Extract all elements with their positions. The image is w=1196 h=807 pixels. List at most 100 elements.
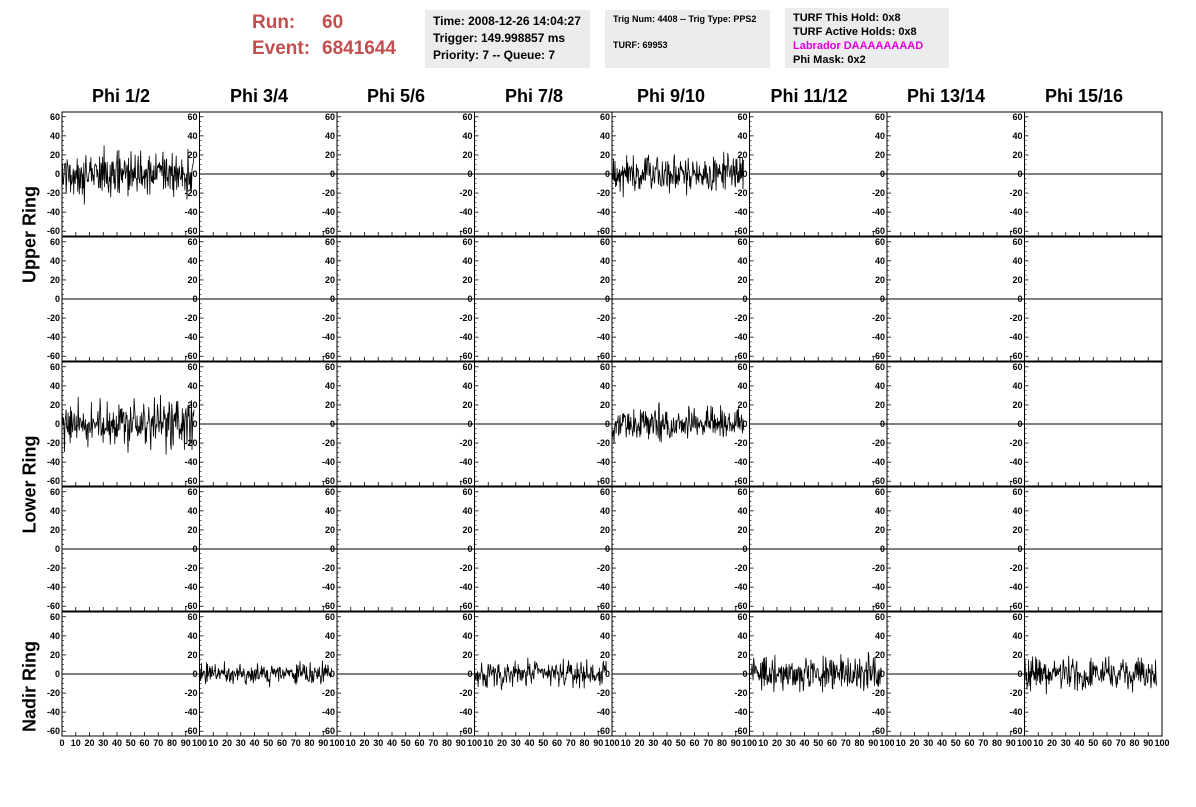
- y-tick-label: -40: [459, 582, 472, 592]
- x-tick-label: 50: [951, 738, 961, 748]
- turf-active-text: TURF Active Holds: 0x8: [793, 26, 917, 38]
- x-tick-label: 80: [1129, 738, 1139, 748]
- y-tick-label: -40: [47, 457, 60, 467]
- x-tick-label: 70: [153, 738, 163, 748]
- y-tick-label: -20: [184, 313, 197, 323]
- y-tick-label: -60: [322, 601, 335, 611]
- x-tick-label: 90: [731, 738, 741, 748]
- y-tick-label: -20: [184, 688, 197, 698]
- y-tick-label: -40: [322, 457, 335, 467]
- y-tick-label: -60: [597, 601, 610, 611]
- x-tick-label: 70: [566, 738, 576, 748]
- y-tick-label: -20: [47, 438, 60, 448]
- y-tick-label: 0: [742, 419, 747, 429]
- y-tick-label: -20: [184, 563, 197, 573]
- y-tick-label: 40: [737, 256, 747, 266]
- x-tick-label: 40: [662, 738, 672, 748]
- y-tick-label: -60: [1009, 476, 1022, 486]
- waveform-trace: [611, 402, 745, 444]
- y-tick-label: -20: [872, 563, 885, 573]
- y-tick-label: 0: [742, 294, 747, 304]
- y-tick-label: 60: [325, 612, 335, 622]
- y-tick-label: 20: [875, 400, 885, 410]
- y-tick-label: -20: [734, 313, 747, 323]
- y-tick-label: -60: [459, 226, 472, 236]
- y-tick-label: -60: [47, 476, 60, 486]
- y-tick-label: -40: [47, 582, 60, 592]
- y-tick-label: 60: [875, 362, 885, 372]
- y-tick-label: 20: [875, 650, 885, 660]
- x-tick-label: 90: [593, 738, 603, 748]
- y-tick-label: 0: [1017, 544, 1022, 554]
- y-tick-label: 40: [325, 381, 335, 391]
- y-tick-label: -20: [322, 438, 335, 448]
- col-header-phi-15-16: Phi 15/16: [1044, 86, 1124, 106]
- y-tick-label: -60: [47, 226, 60, 236]
- y-tick-label: 40: [187, 631, 197, 641]
- x-tick-label: 30: [923, 738, 933, 748]
- x-tick-label: 60: [1102, 738, 1112, 748]
- x-tick-label: 30: [98, 738, 108, 748]
- y-tick-label: 60: [600, 237, 610, 247]
- y-tick-label: -40: [872, 582, 885, 592]
- x-tick-label: 70: [428, 738, 438, 748]
- x-tick-label: 0: [59, 738, 64, 748]
- y-tick-label: 0: [192, 669, 197, 679]
- y-tick-label: -20: [459, 438, 472, 448]
- y-tick-label: 40: [50, 131, 60, 141]
- y-tick-label: -60: [184, 601, 197, 611]
- y-tick-label: 20: [737, 525, 747, 535]
- y-tick-label: -40: [872, 332, 885, 342]
- y-tick-label: 0: [605, 294, 610, 304]
- x-tick-label: 20: [222, 738, 232, 748]
- x-tick-label: 40: [937, 738, 947, 748]
- y-tick-label: 60: [600, 362, 610, 372]
- y-tick-label: 40: [875, 381, 885, 391]
- y-tick-label: 60: [737, 237, 747, 247]
- x-tick-label: 60: [827, 738, 837, 748]
- x-tick-label: 70: [291, 738, 301, 748]
- y-tick-label: 20: [325, 400, 335, 410]
- y-tick-label: 20: [875, 275, 885, 285]
- y-tick-label: -40: [184, 332, 197, 342]
- run-event-box: Run: 60 Event: 6841644: [252, 10, 396, 62]
- y-tick-label: 40: [1012, 381, 1022, 391]
- trigger-text: Trigger: 149.998857 ms: [433, 31, 566, 45]
- y-tick-label: 20: [187, 400, 197, 410]
- y-tick-label: 60: [50, 362, 60, 372]
- y-tick-label: -20: [734, 563, 747, 573]
- y-tick-label: -60: [1009, 726, 1022, 736]
- y-tick-label: -60: [459, 601, 472, 611]
- y-tick-label: 20: [325, 525, 335, 535]
- y-tick-label: 20: [875, 525, 885, 535]
- waveform-trace: [1024, 655, 1157, 695]
- y-tick-label: 60: [50, 112, 60, 122]
- y-tick-label: 0: [55, 544, 60, 554]
- y-tick-label: -20: [872, 313, 885, 323]
- y-tick-label: -20: [1009, 313, 1022, 323]
- x-tick-label: 60: [277, 738, 287, 748]
- y-tick-label: -20: [597, 313, 610, 323]
- y-tick-label: -60: [734, 601, 747, 611]
- x-tick-label: 70: [703, 738, 713, 748]
- y-tick-label: -40: [872, 707, 885, 717]
- x-tick-label: 60: [689, 738, 699, 748]
- x-tick-label: 20: [359, 738, 369, 748]
- x-tick-label: 10: [896, 738, 906, 748]
- x-tick-label: 50: [813, 738, 823, 748]
- x-tick-label: 90: [318, 738, 328, 748]
- y-tick-label: 60: [325, 112, 335, 122]
- y-tick-label: 20: [1012, 400, 1022, 410]
- col-header-phi-1-2: Phi 1/2: [91, 86, 151, 106]
- waveform-trace: [61, 145, 195, 205]
- y-tick-label: 60: [187, 362, 197, 372]
- y-tick-label: 20: [462, 150, 472, 160]
- y-tick-label: 20: [325, 275, 335, 285]
- y-tick-label: -40: [184, 207, 197, 217]
- col-header-phi-5-6: Phi 5/6: [366, 86, 426, 106]
- y-tick-label: 0: [330, 669, 335, 679]
- y-tick-label: 0: [467, 669, 472, 679]
- y-tick-label: -20: [1009, 563, 1022, 573]
- y-tick-label: -20: [597, 563, 610, 573]
- y-tick-label: 60: [1012, 612, 1022, 622]
